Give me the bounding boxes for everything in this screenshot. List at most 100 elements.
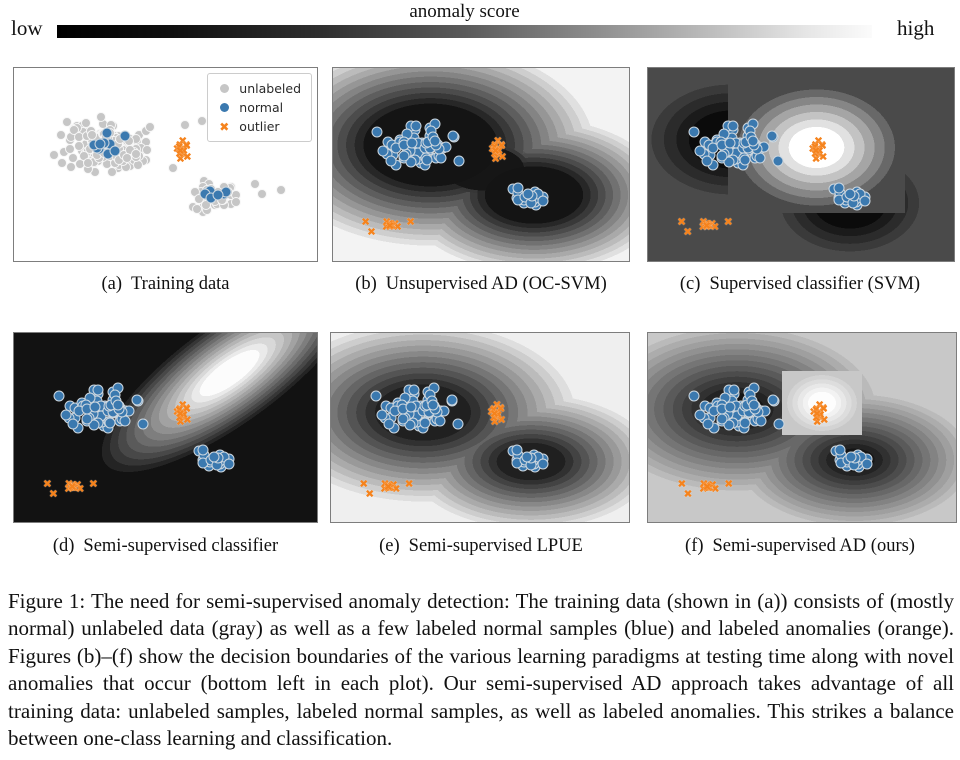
data-point-orange: ✖ <box>492 398 502 412</box>
data-point-orange: ✖ <box>387 219 397 233</box>
data-point-orange: ✖ <box>172 142 182 156</box>
data-point-blue <box>522 188 534 200</box>
subcaption-c-prefix: (c) <box>679 274 701 294</box>
data-point-orange: ✖ <box>177 408 187 422</box>
data-point-orange: ✖ <box>172 405 182 419</box>
data-point-blue <box>716 150 728 162</box>
data-point-blue <box>131 394 143 406</box>
data-point-blue <box>716 413 728 425</box>
data-point-orange: ✖ <box>496 413 507 427</box>
data-point-orange: ✖ <box>704 219 714 233</box>
subcaption-a-prefix: (a) <box>101 274 123 294</box>
data-point-orange: ✖ <box>815 410 825 424</box>
data-point-gray <box>61 116 72 127</box>
colorbar-high-label: high <box>897 16 935 40</box>
data-point-blue <box>702 418 714 430</box>
subcaption-b-prefix: (b) <box>355 274 377 294</box>
data-point-blue <box>723 156 735 168</box>
data-point-orange: ✖ <box>179 408 189 421</box>
data-point-gray <box>56 130 67 141</box>
data-point-blue <box>688 126 700 138</box>
data-point-blue <box>452 418 464 430</box>
subcaption-e-text: Semi-supervised LPUE <box>408 536 583 556</box>
data-point-blue <box>421 154 433 166</box>
data-point-blue <box>60 409 72 421</box>
data-point-orange: ✖ <box>493 147 503 161</box>
data-point-orange: ✖ <box>683 225 693 239</box>
data-point-blue <box>376 409 388 421</box>
data-point-orange: ✖ <box>383 479 393 492</box>
data-point-orange: ✖ <box>488 403 499 417</box>
data-point-gray <box>168 163 179 174</box>
data-point-blue <box>104 417 116 429</box>
data-point-orange: ✖ <box>64 477 74 491</box>
subcaption-f-prefix: (f) <box>685 536 704 556</box>
data-point-orange: ✖ <box>705 481 715 495</box>
data-point-orange: ✖ <box>381 220 391 234</box>
data-point-orange: ✖ <box>70 481 80 495</box>
data-point-orange: ✖ <box>174 140 184 154</box>
data-point-orange: ✖ <box>814 147 824 161</box>
data-point-orange: ✖ <box>385 217 395 231</box>
data-point-blue <box>844 188 856 200</box>
data-point-orange: ✖ <box>813 408 824 422</box>
data-point-orange: ✖ <box>380 477 390 491</box>
data-point-orange: ✖ <box>496 138 506 152</box>
data-point-gray <box>196 116 207 127</box>
data-point-gray <box>121 152 132 163</box>
data-point-orange: ✖ <box>710 482 720 496</box>
data-point-orange: ✖ <box>814 144 825 158</box>
data-point-orange: ✖ <box>701 479 712 492</box>
panel-semi-supervised-classifier: ✖ ✖ ✖ ✖ ✖ ✖ ✖ ✖ ✖ ✖ ✖ ✖ ✖ ✖ ✖ ✖ ✖ ✖ ✖ ✖ ✖ ✖ ✖ ✖ ✖ ✖ ✖ <box>13 332 318 523</box>
data-point-blue <box>405 156 417 168</box>
figure-caption: Figure 1: The need for semi-supervised a… <box>8 589 954 751</box>
data-point-orange: ✖ <box>63 482 74 496</box>
data-point-orange: ✖ <box>88 477 98 491</box>
data-point-orange: ✖ <box>68 481 79 495</box>
data-point-blue <box>728 384 740 396</box>
data-point-blue <box>724 401 736 413</box>
data-point-blue <box>511 444 523 456</box>
data-point-blue <box>88 419 100 431</box>
data-point-orange: ✖ <box>181 138 191 152</box>
data-point-gray <box>48 149 59 160</box>
data-point-orange: ✖ <box>365 487 375 501</box>
data-point-orange: ✖ <box>383 480 393 494</box>
data-point-blue <box>446 394 458 406</box>
data-point-orange: ✖ <box>704 219 714 233</box>
data-point-orange: ✖ <box>490 415 500 429</box>
data-point-blue <box>834 444 846 456</box>
data-point-orange: ✖ <box>497 139 507 153</box>
data-point-orange: ✖ <box>490 147 500 161</box>
data-point-orange: ✖ <box>817 139 828 153</box>
data-point-orange: ✖ <box>707 478 718 492</box>
data-point-blue <box>845 451 857 462</box>
data-point-blue <box>723 419 735 431</box>
data-point-gray <box>141 145 152 156</box>
data-point-blue <box>385 155 396 167</box>
subcaption-d-text: Semi-supervised classifier <box>83 536 279 556</box>
data-point-blue <box>405 401 417 413</box>
data-point-blue <box>688 390 700 402</box>
data-point-orange: ✖ <box>177 144 187 158</box>
data-point-orange: ✖ <box>404 477 414 491</box>
data-point-orange: ✖ <box>699 477 709 491</box>
data-point-blue <box>739 154 751 166</box>
data-point-orange: ✖ <box>703 481 714 495</box>
data-point-blue <box>701 155 713 167</box>
data-point-orange: ✖ <box>812 415 822 429</box>
data-point-orange: ✖ <box>677 215 687 229</box>
data-point-orange: ✖ <box>182 402 192 416</box>
outlier-cross-icon: ✖ <box>219 119 230 134</box>
data-point-orange: ✖ <box>174 403 184 417</box>
subcaption-d: (d) Semi-supervised classifier <box>13 536 318 557</box>
panel-semi-supervised-lpue: ✖ ✖ ✖ ✖ ✖ ✖ ✖ ✖ ✖ ✖ ✖ ✖ ✖ ✖ ✖ ✖ ✖ ✖ ✖ ✖ ✖ ✖ ✖ ✖ ✖ ✖ ✖ <box>330 332 630 523</box>
data-point-orange: ✖ <box>493 134 503 148</box>
data-point-orange: ✖ <box>366 225 377 239</box>
data-point-orange: ✖ <box>497 150 507 164</box>
data-point-blue <box>521 451 533 462</box>
data-point-gray <box>144 122 155 133</box>
data-point-gray <box>96 111 107 122</box>
data-point-orange: ✖ <box>703 219 713 233</box>
data-point-orange: ✖ <box>816 408 826 421</box>
